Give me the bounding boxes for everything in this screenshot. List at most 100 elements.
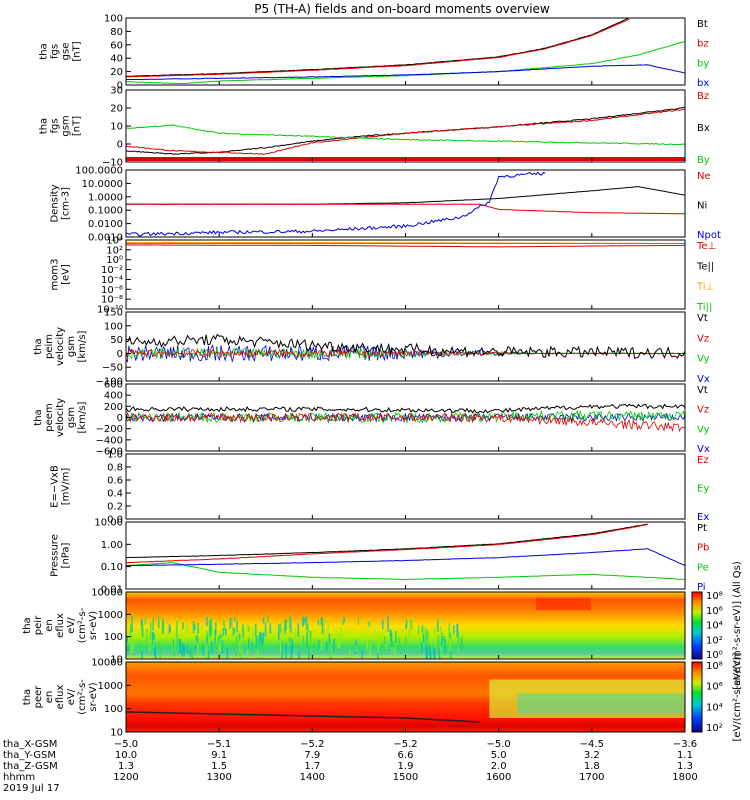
spectrogram-cell bbox=[382, 619, 384, 629]
legend-entry-vy: Vy bbox=[697, 354, 710, 365]
y-axis-label-line: [nT] bbox=[72, 41, 83, 61]
y-axis-label-line: fgs bbox=[50, 118, 61, 133]
panel-p10: 10000 1000 100 10 thapeerenefluxeV/(cm²-s-sr… bbox=[22, 652, 743, 741]
colorbar-label: [eV/(cm²-s-sr-eV)] bbox=[732, 652, 743, 741]
spectrogram-cell bbox=[284, 620, 286, 631]
colorbar-tick-label: 10⁶ bbox=[706, 682, 723, 693]
spectrogram-cell bbox=[434, 638, 436, 648]
legend-entry-bz: bz bbox=[697, 39, 709, 50]
spectrogram-cell bbox=[219, 634, 222, 639]
spectrogram-cell bbox=[423, 633, 425, 643]
spectrogram-cell bbox=[256, 638, 259, 649]
spectrogram-cell bbox=[408, 629, 410, 642]
spectrogram-cell bbox=[424, 626, 426, 639]
y-tick-label: 100 bbox=[104, 704, 123, 715]
legend-entry-ne: Ne bbox=[697, 171, 711, 182]
spectrogram-cell bbox=[318, 639, 320, 650]
legend-entry-bz: Bz bbox=[697, 91, 709, 102]
spectrogram-cell bbox=[278, 624, 280, 641]
y-tick-label: 40 bbox=[110, 54, 123, 65]
footer-date: 2019 Jul 17 bbox=[3, 783, 60, 794]
spectrogram-cell bbox=[306, 631, 308, 647]
panel-p9: 10000 1000 100 10 thapeirenefluxeV/(cm²-s-sr… bbox=[22, 561, 743, 690]
legend-entry-pb: Pb bbox=[697, 543, 709, 554]
panel-p2: 30 20 10 0 −10 thafgsgsm[nT] Bz Bx By bbox=[39, 86, 710, 169]
spectrogram-cell bbox=[252, 626, 254, 637]
spectrogram-cell bbox=[330, 647, 332, 659]
spectrogram-cell bbox=[240, 645, 242, 659]
spectrogram-cell bbox=[313, 643, 315, 656]
y-axis-label-line: peir bbox=[33, 615, 44, 635]
spectrogram-cell bbox=[291, 638, 294, 652]
y-tick-label: 10000 bbox=[91, 588, 123, 599]
spectrogram-cell bbox=[140, 630, 143, 635]
spectrogram-cell bbox=[308, 646, 310, 659]
y-axis-label: thapeimvelocitygsm[km/s] bbox=[33, 327, 88, 366]
y-axis-label-line: [nT] bbox=[72, 116, 83, 136]
y-axis-label: Pressure[nPa] bbox=[50, 534, 72, 577]
colorbar-tick-label: 10⁴ bbox=[706, 621, 723, 632]
spectrogram-cell bbox=[297, 622, 299, 637]
footer-row-value: 7.9 bbox=[304, 750, 320, 761]
y-tick-label: 0 bbox=[117, 81, 123, 92]
spectrogram-cell bbox=[264, 622, 267, 638]
panel-frame-p7 bbox=[125, 453, 686, 520]
y-axis-label-line: (cm²-s- bbox=[77, 679, 88, 715]
figure-title: P5 (TH-A) fields and on-board moments ov… bbox=[254, 2, 550, 16]
spectrogram-cell bbox=[425, 631, 428, 642]
y-axis-label-line: sr-eV) bbox=[88, 611, 99, 640]
spectrogram-cell bbox=[421, 641, 423, 653]
spectrogram-cell bbox=[223, 624, 226, 631]
spectrogram-cell bbox=[218, 636, 221, 653]
spectrogram-cell bbox=[357, 617, 360, 625]
legend-entry-pi: Pi bbox=[697, 582, 706, 593]
spectrogram-cell bbox=[404, 636, 407, 650]
spectrogram-cell bbox=[461, 636, 463, 649]
y-axis-label-line: gse bbox=[61, 43, 72, 61]
y-axis-label-line: tha bbox=[33, 409, 44, 425]
spectrogram-cell bbox=[168, 623, 171, 634]
spectrogram-cell bbox=[449, 648, 451, 659]
footer-row-value: −5.0 bbox=[114, 739, 138, 750]
spectrogram-cell bbox=[430, 636, 432, 651]
plot-area-p3 bbox=[126, 171, 685, 237]
velocity-trace-vz bbox=[126, 348, 685, 359]
spectrogram-cell bbox=[281, 628, 283, 636]
legend-entry-vz: Vz bbox=[697, 333, 709, 344]
spectrogram-cell bbox=[434, 625, 436, 636]
spectrogram-cell bbox=[272, 635, 275, 645]
series-p3-ni bbox=[126, 186, 685, 205]
y-axis-label-line: [nPa] bbox=[61, 542, 72, 568]
spectrogram-cell bbox=[176, 635, 179, 646]
spectrogram-cell bbox=[457, 646, 460, 652]
spectrogram-cell bbox=[161, 623, 164, 632]
spectrogram-cell bbox=[226, 648, 229, 659]
legend-entry-vz: Vz bbox=[697, 405, 709, 416]
spectrogram-cell bbox=[308, 636, 311, 646]
y-axis-label-line: tha bbox=[39, 118, 50, 134]
footer-row-value: 9.1 bbox=[211, 750, 227, 761]
spectrogram-cell bbox=[280, 641, 282, 654]
y-axis-label-line: Density bbox=[50, 184, 61, 222]
y-tick-label: 1000 bbox=[98, 681, 123, 692]
panel-p5: 150 100 50 0 −50 −100 thapeimvelocitygsm[km/s]… bbox=[33, 308, 710, 388]
spectrogram-cell bbox=[308, 643, 310, 652]
footer-row-label: tha_X-GSM bbox=[3, 739, 57, 750]
y-tick-label: −10 bbox=[102, 158, 123, 169]
legend-entry-bx: Bx bbox=[697, 123, 710, 134]
colorbar-tick-label: 10⁸ bbox=[706, 591, 723, 602]
series-p8-pi bbox=[126, 548, 685, 567]
spectrogram-cell bbox=[366, 636, 369, 650]
spectrogram-cell bbox=[323, 621, 325, 636]
y-tick-label: 1.00 bbox=[101, 540, 123, 551]
y-tick-label: 80 bbox=[110, 27, 123, 38]
spectrogram-cell bbox=[290, 644, 293, 659]
spectrogram-cell bbox=[251, 642, 253, 648]
y-tick-label: 10000 bbox=[91, 658, 123, 669]
y-axis-label-line: tha bbox=[22, 617, 33, 633]
footer-row-value: 1800 bbox=[672, 772, 697, 783]
spectrogram-cell bbox=[333, 639, 335, 653]
y-axis-label-line: [cm-3] bbox=[61, 187, 72, 220]
spectrogram-cell bbox=[153, 633, 155, 647]
spectrogram-cell bbox=[288, 616, 291, 629]
